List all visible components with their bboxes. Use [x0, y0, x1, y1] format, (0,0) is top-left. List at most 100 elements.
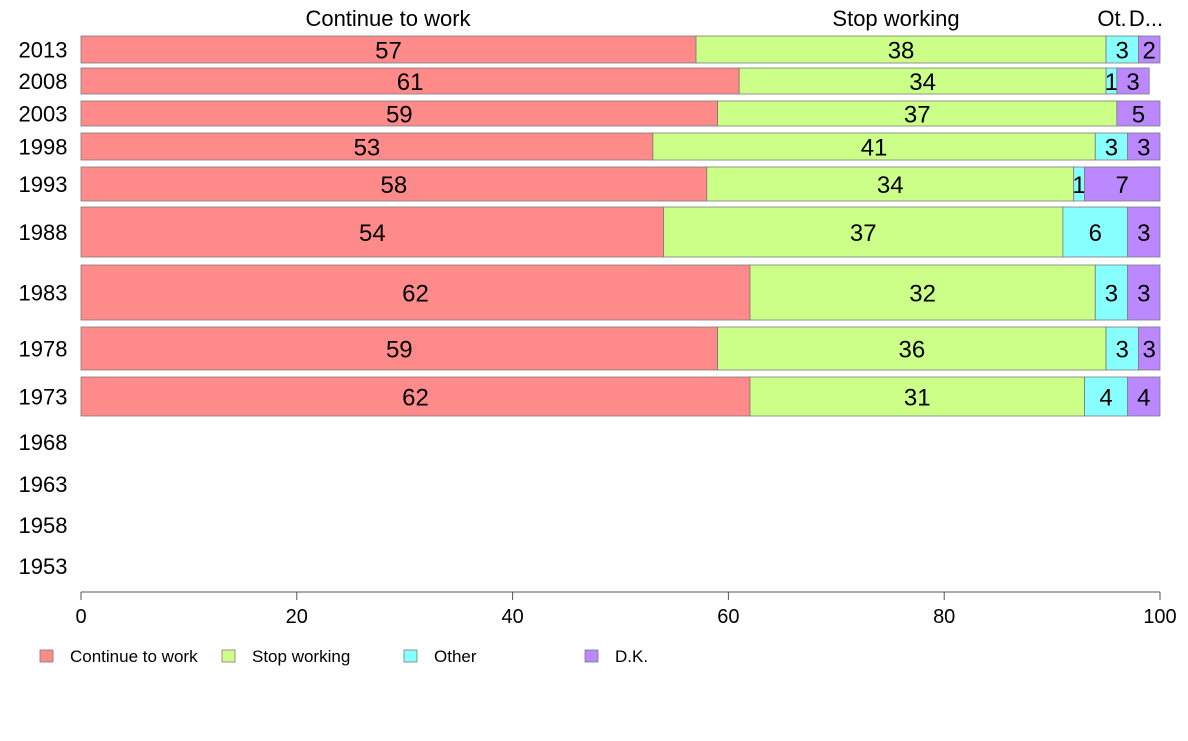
category-labels: 2013 2008 2003 1998 1993 1988 1983 1978 1973 1968… [19, 38, 68, 580]
data-label-2003-stop-working: 37 [904, 102, 931, 129]
data-label-1978-continue-to-work: 59 [386, 337, 413, 364]
category-label-1968: 1968 [19, 430, 68, 455]
data-label-2013-stop-working: 38 [888, 38, 915, 65]
data-label-1998-stop-working: 41 [861, 135, 888, 162]
legend-label-d-k: D.K. [615, 647, 648, 666]
data-label-1978-stop-working: 36 [898, 337, 925, 364]
category-label-1983: 1983 [19, 281, 68, 306]
bar-segment-1978-stop-working [717, 326, 1107, 371]
bars-layer: 57 38 3 261 34 1 359 37 553 41 3 358 34 1 754 37 6 362 32 3… [80, 35, 1161, 417]
column-header-2: Stop working [832, 6, 959, 31]
data-label-2008-other: 1 [1105, 69, 1118, 96]
bar-segment-1983-d-k [1127, 264, 1161, 321]
data-label-1983-stop-working: 32 [909, 281, 936, 308]
column-header-3: Ot. [1097, 6, 1126, 31]
data-label-2013-d-k: 2 [1143, 38, 1156, 65]
legend: Continue to work Stop working Other D.K. [39, 647, 648, 666]
data-label-1988-d-k: 3 [1137, 220, 1150, 247]
bar-segment-1993-continue-to-work [80, 166, 708, 202]
data-label-1973-d-k: 4 [1137, 385, 1150, 412]
data-label-1988-other: 6 [1089, 220, 1102, 247]
data-label-1988-stop-working: 37 [850, 220, 877, 247]
category-label-1978: 1978 [19, 337, 68, 362]
legend-swatch-d-k [584, 649, 599, 663]
column-header-1: Continue to work [305, 6, 471, 31]
data-label-1993-other: 1 [1072, 172, 1085, 199]
data-label-1973-other: 4 [1099, 385, 1112, 412]
category-label-2008: 2008 [19, 69, 68, 94]
data-label-1988-continue-to-work: 54 [359, 220, 386, 247]
bar-segment-1998-continue-to-work [80, 132, 654, 161]
bar-segment-2013-other [1105, 35, 1139, 64]
legend-swatch-other [403, 649, 418, 663]
data-label-1983-d-k: 3 [1137, 281, 1150, 308]
category-label-1958: 1958 [19, 513, 68, 538]
data-label-1998-other: 3 [1105, 135, 1118, 162]
bar-segment-1973-continue-to-work [80, 376, 751, 417]
data-label-2013-other: 3 [1116, 38, 1129, 65]
x-tick-label-80: 80 [933, 606, 955, 628]
x-tick-label-60: 60 [717, 606, 739, 628]
data-label-1993-stop-working: 34 [877, 172, 904, 199]
bar-segment-1998-stop-working [652, 132, 1096, 161]
legend-label-other: Other [434, 647, 477, 666]
bar-segment-2008-d-k [1116, 67, 1150, 95]
bar-segment-2003-stop-working [717, 100, 1118, 127]
category-label-1963: 1963 [19, 472, 68, 497]
bar-segment-2003-d-k [1116, 100, 1161, 127]
category-label-1973: 1973 [19, 385, 68, 410]
legend-swatch-stop-working [221, 649, 236, 663]
bar-segment-1998-d-k [1127, 132, 1161, 161]
data-label-1993-d-k: 7 [1116, 172, 1129, 199]
x-tick-label-100: 100 [1143, 606, 1176, 628]
bar-segment-1993-d-k [1084, 166, 1161, 202]
category-label-1993: 1993 [19, 172, 68, 197]
bar-segment-1983-other [1094, 264, 1129, 321]
column-header-4: D... [1129, 6, 1163, 31]
bar-segment-1988-other [1062, 206, 1129, 258]
data-label-1983-other: 3 [1105, 281, 1118, 308]
data-label-2008-d-k: 3 [1126, 69, 1139, 96]
data-label-2013-continue-to-work: 57 [375, 38, 402, 65]
column-headers: Continue to work Stop working Ot. D... [305, 6, 1163, 31]
data-label-1993-continue-to-work: 58 [381, 172, 408, 199]
bar-segment-2003-continue-to-work [80, 100, 719, 127]
bar-segment-2013-continue-to-work [80, 35, 697, 64]
data-label-1998-continue-to-work: 53 [354, 135, 381, 162]
category-label-2003: 2003 [19, 102, 68, 127]
data-label-1998-d-k: 3 [1137, 135, 1150, 162]
bar-segment-2013-stop-working [695, 35, 1107, 64]
data-label-2008-stop-working: 34 [909, 69, 936, 96]
bar-segment-1973-d-k [1127, 376, 1161, 417]
x-axis: 0 20 40 60 80 100 [75, 591, 1177, 628]
bar-segment-1983-stop-working [749, 264, 1096, 321]
bar-segment-2008-continue-to-work [80, 67, 740, 95]
data-label-1978-other: 3 [1116, 337, 1129, 364]
category-label-2013: 2013 [19, 38, 68, 63]
category-label-1953: 1953 [19, 554, 68, 579]
category-label-1998: 1998 [19, 135, 68, 160]
legend-swatch-continue-to-work [39, 649, 54, 663]
bar-segment-1983-continue-to-work [80, 264, 751, 321]
bar-segment-2008-stop-working [738, 67, 1107, 95]
bar-segment-1993-stop-working [706, 166, 1075, 202]
legend-label-stop-working: Stop working [252, 647, 350, 666]
data-label-2008-continue-to-work: 61 [397, 69, 424, 96]
bar-segment-1988-continue-to-work [80, 206, 665, 258]
bar-segment-2013-d-k [1138, 35, 1161, 64]
bar-segment-1978-continue-to-work [80, 326, 719, 371]
data-label-2003-d-k: 5 [1132, 102, 1145, 129]
legend-label-continue-to-work: Continue to work [70, 647, 198, 666]
bar-segment-1978-d-k [1138, 326, 1161, 371]
x-tick-label-0: 0 [75, 606, 86, 628]
bar-segment-1988-d-k [1127, 206, 1161, 258]
data-label-2003-continue-to-work: 59 [386, 102, 413, 129]
data-label-1983-continue-to-work: 62 [402, 281, 429, 308]
bar-segment-1973-stop-working [749, 376, 1085, 417]
category-label-1988: 1988 [19, 220, 68, 245]
x-tick-label-40: 40 [501, 606, 523, 628]
x-tick-label-20: 20 [286, 606, 308, 628]
data-label-1973-continue-to-work: 62 [402, 385, 429, 412]
